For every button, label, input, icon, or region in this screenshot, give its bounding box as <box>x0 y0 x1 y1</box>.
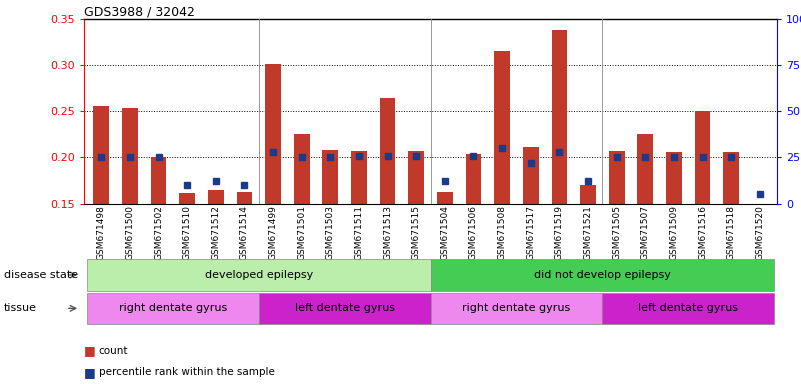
Bar <box>437 192 453 204</box>
Text: did not develop epilepsy: did not develop epilepsy <box>534 270 670 280</box>
Bar <box>465 154 481 204</box>
Bar <box>294 134 309 204</box>
Bar <box>523 147 538 204</box>
Bar <box>580 185 596 204</box>
Bar <box>208 190 223 204</box>
Bar <box>351 151 367 204</box>
Bar <box>666 152 682 204</box>
Bar <box>752 204 767 205</box>
Text: right dentate gyrus: right dentate gyrus <box>119 303 227 313</box>
Bar <box>494 51 510 204</box>
Bar <box>179 194 195 204</box>
Text: percentile rank within the sample: percentile rank within the sample <box>99 367 275 377</box>
Bar <box>94 106 109 204</box>
Bar <box>694 111 710 204</box>
Text: tissue: tissue <box>4 303 37 313</box>
Bar <box>151 157 167 204</box>
Bar <box>609 151 625 204</box>
Text: disease state: disease state <box>4 270 78 280</box>
Text: right dentate gyrus: right dentate gyrus <box>462 303 570 313</box>
Text: developed epilepsy: developed epilepsy <box>204 270 313 280</box>
Text: left dentate gyrus: left dentate gyrus <box>295 303 395 313</box>
Text: ■: ■ <box>84 366 96 379</box>
Bar <box>723 152 739 204</box>
Text: left dentate gyrus: left dentate gyrus <box>638 303 739 313</box>
Text: GDS3988 / 32042: GDS3988 / 32042 <box>84 5 195 18</box>
Bar <box>236 192 252 204</box>
Text: count: count <box>99 346 128 356</box>
Bar <box>122 108 138 204</box>
Bar <box>552 30 567 204</box>
Bar <box>409 151 424 204</box>
Bar <box>265 65 281 204</box>
Bar <box>323 150 338 204</box>
Text: ■: ■ <box>84 344 96 358</box>
Bar <box>638 134 653 204</box>
Bar <box>380 98 396 204</box>
